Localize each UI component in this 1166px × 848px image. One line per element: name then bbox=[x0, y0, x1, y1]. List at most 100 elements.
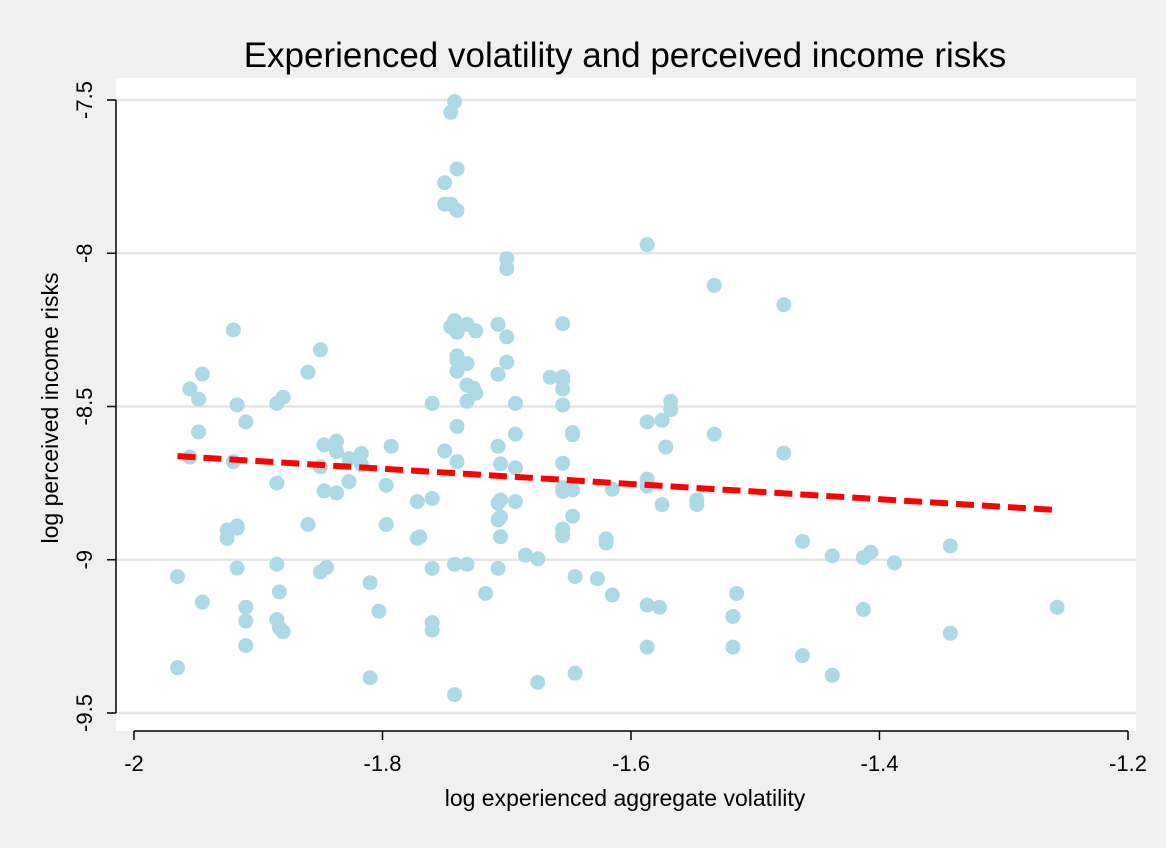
data-point bbox=[449, 418, 465, 434]
data-point bbox=[824, 667, 840, 683]
data-point bbox=[362, 670, 378, 686]
y-tick-label: -8 bbox=[72, 243, 97, 263]
data-point bbox=[275, 389, 291, 405]
data-point bbox=[555, 528, 571, 544]
data-point bbox=[639, 639, 655, 655]
data-point bbox=[182, 381, 198, 397]
data-point bbox=[490, 438, 506, 454]
data-point bbox=[555, 381, 571, 397]
data-point bbox=[663, 402, 679, 418]
data-point bbox=[447, 687, 463, 703]
data-point bbox=[565, 482, 581, 498]
data-point bbox=[639, 237, 655, 253]
data-point bbox=[725, 639, 741, 655]
data-point bbox=[353, 445, 369, 461]
data-point bbox=[447, 556, 463, 572]
data-point bbox=[565, 427, 581, 443]
data-point bbox=[316, 483, 332, 499]
data-point bbox=[493, 492, 509, 508]
data-point bbox=[639, 414, 655, 430]
x-axis-label: log experienced aggregate volatility bbox=[445, 785, 806, 811]
data-point bbox=[449, 161, 465, 177]
data-point bbox=[652, 599, 668, 615]
data-point bbox=[689, 497, 705, 513]
data-point bbox=[555, 455, 571, 471]
data-point bbox=[507, 426, 523, 442]
data-point bbox=[437, 175, 453, 191]
data-point bbox=[449, 202, 465, 218]
y-axis-ticks: -7.5 -8 -8.5 -9 -9.5 bbox=[72, 81, 116, 732]
data-point bbox=[725, 608, 741, 624]
data-point bbox=[493, 456, 509, 472]
data-point bbox=[191, 424, 207, 440]
data-point bbox=[424, 395, 440, 411]
data-point bbox=[383, 438, 399, 454]
data-point bbox=[658, 439, 674, 455]
data-point bbox=[863, 544, 879, 560]
data-point bbox=[269, 475, 285, 491]
data-point bbox=[706, 277, 722, 293]
data-point bbox=[530, 551, 546, 567]
data-point bbox=[447, 313, 463, 329]
data-point bbox=[468, 323, 484, 339]
data-point bbox=[499, 329, 515, 345]
y-axis-label: log perceived income risks bbox=[37, 272, 63, 543]
data-point bbox=[169, 660, 185, 676]
data-point bbox=[499, 354, 515, 370]
data-point bbox=[886, 555, 902, 571]
data-point bbox=[238, 414, 254, 430]
data-point bbox=[269, 556, 285, 572]
data-point bbox=[238, 599, 254, 615]
data-point bbox=[378, 517, 394, 533]
data-point bbox=[942, 538, 958, 554]
data-point bbox=[238, 613, 254, 629]
data-point bbox=[517, 547, 533, 563]
data-point bbox=[1049, 599, 1065, 615]
data-point bbox=[329, 433, 345, 449]
data-point bbox=[729, 585, 745, 601]
data-point bbox=[794, 648, 810, 664]
data-point bbox=[639, 597, 655, 613]
data-point bbox=[654, 412, 670, 428]
data-point bbox=[567, 569, 583, 585]
data-point bbox=[776, 445, 792, 461]
data-point bbox=[478, 585, 494, 601]
data-point bbox=[371, 603, 387, 619]
data-point bbox=[507, 494, 523, 510]
y-tick-label: -9 bbox=[72, 550, 97, 570]
data-point bbox=[490, 366, 506, 382]
plot-area bbox=[116, 78, 1136, 731]
data-point bbox=[229, 560, 245, 576]
data-point bbox=[378, 477, 394, 493]
scatter-points bbox=[169, 94, 1065, 703]
data-point bbox=[598, 535, 614, 551]
data-point bbox=[604, 587, 620, 603]
data-point bbox=[493, 509, 509, 525]
data-point bbox=[329, 485, 345, 501]
data-point bbox=[191, 391, 207, 407]
y-tick-label: -8.5 bbox=[72, 388, 97, 426]
grid-lines bbox=[116, 98, 1136, 715]
data-point bbox=[271, 584, 287, 600]
data-point bbox=[776, 297, 792, 313]
data-point bbox=[169, 569, 185, 585]
data-point bbox=[437, 443, 453, 459]
data-point bbox=[238, 638, 254, 654]
data-point bbox=[409, 494, 425, 510]
data-point bbox=[942, 625, 958, 641]
fit-line bbox=[177, 453, 1058, 514]
data-point bbox=[194, 366, 210, 382]
data-point bbox=[424, 622, 440, 638]
y-tick-label: -9.5 bbox=[72, 694, 97, 732]
y-tick-label: -7.5 bbox=[72, 81, 97, 119]
data-point bbox=[542, 369, 558, 385]
data-point bbox=[555, 397, 571, 413]
data-point bbox=[565, 508, 581, 524]
data-point bbox=[824, 548, 840, 564]
data-point bbox=[654, 497, 670, 513]
data-point bbox=[706, 426, 722, 442]
x-tick-label: -1.6 bbox=[612, 751, 650, 776]
x-tick-label: -1.8 bbox=[364, 751, 402, 776]
data-point bbox=[229, 397, 245, 413]
